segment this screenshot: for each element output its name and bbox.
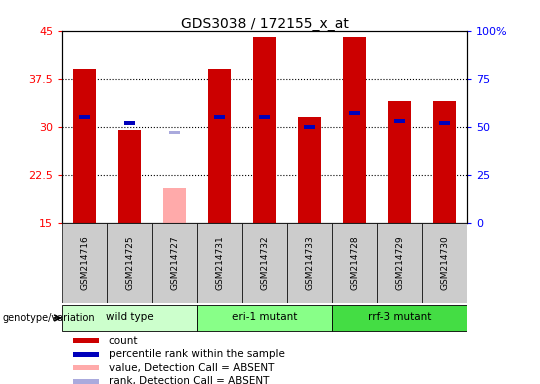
Bar (422, 223, 467, 303)
Text: eri-1 mutant: eri-1 mutant (232, 312, 298, 322)
Bar (377, 223, 422, 303)
Bar (343, 37, 366, 223)
Bar (73, 338, 99, 343)
Bar (242, 223, 287, 303)
Bar (388, 101, 411, 223)
Text: wild type: wild type (106, 312, 153, 322)
Bar (197, 305, 332, 331)
Bar (439, 121, 450, 125)
Bar (208, 69, 231, 223)
Bar (434, 101, 456, 223)
Bar (152, 223, 197, 303)
Bar (73, 379, 99, 384)
Bar (124, 121, 135, 125)
Bar (163, 187, 186, 223)
Text: rank, Detection Call = ABSENT: rank, Detection Call = ABSENT (109, 376, 269, 384)
Text: GSM214733: GSM214733 (305, 236, 314, 290)
Text: genotype/variation: genotype/variation (3, 313, 96, 323)
Bar (332, 305, 467, 331)
Bar (299, 117, 321, 223)
Bar (349, 111, 360, 115)
Bar (253, 37, 276, 223)
Text: percentile rank within the sample: percentile rank within the sample (109, 349, 285, 359)
Text: count: count (109, 336, 138, 346)
Text: GSM214716: GSM214716 (80, 236, 89, 290)
Bar (62, 305, 197, 331)
Bar (73, 365, 99, 370)
Bar (259, 115, 270, 119)
Bar (287, 223, 332, 303)
Text: GSM214731: GSM214731 (215, 236, 224, 290)
Bar (73, 352, 99, 356)
Bar (197, 223, 242, 303)
Text: GSM214732: GSM214732 (260, 236, 269, 290)
Text: GSM214729: GSM214729 (395, 236, 404, 290)
Bar (107, 223, 152, 303)
Text: rrf-3 mutant: rrf-3 mutant (368, 312, 431, 322)
Bar (118, 130, 141, 223)
Bar (332, 223, 377, 303)
Text: value, Detection Call = ABSENT: value, Detection Call = ABSENT (109, 362, 274, 372)
Text: GSM214727: GSM214727 (170, 236, 179, 290)
Bar (169, 131, 180, 134)
Bar (304, 125, 315, 129)
Text: GDS3038 / 172155_x_at: GDS3038 / 172155_x_at (181, 17, 348, 31)
Text: GSM214730: GSM214730 (440, 236, 449, 290)
Bar (394, 119, 405, 123)
Text: GSM214725: GSM214725 (125, 236, 134, 290)
Bar (214, 115, 225, 119)
Bar (79, 115, 90, 119)
Bar (73, 69, 96, 223)
Bar (62, 223, 107, 303)
Text: GSM214728: GSM214728 (350, 236, 359, 290)
